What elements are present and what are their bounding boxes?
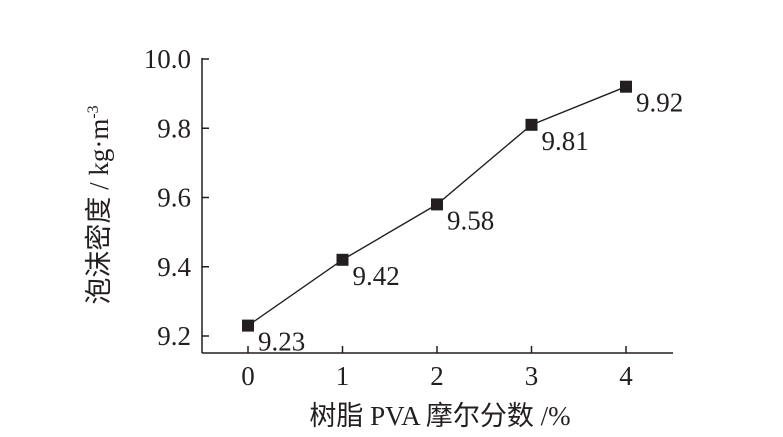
data-point-marker <box>431 198 443 211</box>
data-label: 9.58 <box>447 205 494 235</box>
data-point-marker <box>620 80 632 93</box>
data-point-marker <box>336 253 349 266</box>
data-point-marker <box>525 118 538 131</box>
y-ticks: 9.2 9.4 9.6 9.8 10.0 <box>144 44 209 351</box>
x-tick-label: 3 <box>525 361 539 391</box>
x-tick-label: 2 <box>430 361 444 391</box>
data-label: 9.23 <box>258 327 305 357</box>
y-axis-title-superscript: -3 <box>85 105 102 118</box>
data-label: 9.81 <box>542 126 589 156</box>
y-tick-label: 9.6 <box>157 183 191 213</box>
x-tick-label: 4 <box>619 361 633 391</box>
data-point-marker <box>242 319 254 332</box>
x-axis-title: 树脂 PVA 摩尔分数 /% <box>309 401 570 431</box>
series <box>242 80 632 332</box>
y-tick-label: 10.0 <box>144 44 191 74</box>
data-label: 9.92 <box>636 88 683 118</box>
y-tick-label: 9.2 <box>157 321 191 351</box>
x-tick-label: 0 <box>241 361 255 391</box>
y-axis-title: 泡沫密度 / kg·m-3 <box>84 105 114 304</box>
y-tick-label: 9.4 <box>157 252 191 282</box>
x-tick-label: 1 <box>336 361 350 391</box>
y-tick-label: 9.8 <box>157 113 191 143</box>
x-ticks: 0 1 2 3 4 <box>241 346 633 391</box>
data-labels: 9.23 9.42 9.58 9.81 9.92 <box>258 88 683 357</box>
y-axis-title-main: 泡沫密度 / kg·m <box>84 119 114 305</box>
data-label: 9.42 <box>353 261 400 291</box>
